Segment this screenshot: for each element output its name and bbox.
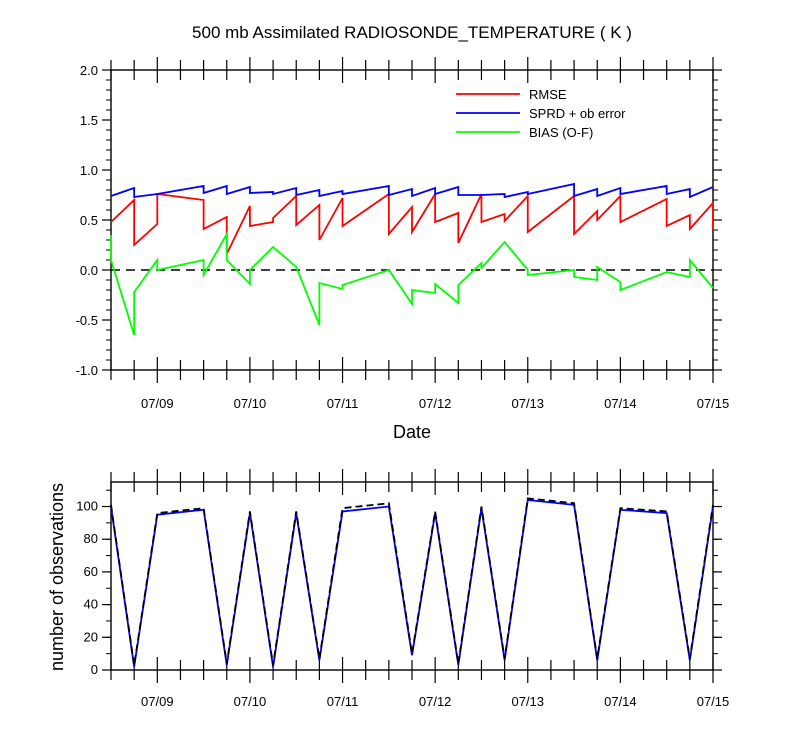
y-tick-label: 80 [84, 531, 98, 546]
y-tick-label: 1.0 [80, 163, 98, 178]
observations-y-axis-label: number of observations [47, 483, 67, 671]
y-tick-label: 0.5 [80, 213, 98, 228]
series-line-sprd-ob-error [110, 182, 714, 199]
x-tick-label: 07/15 [697, 396, 730, 411]
top-chart-panel: 07/09 07/10 07/11 07/12 07/13 07/14 07/15 -1.0 -… [76, 57, 730, 411]
x-axis-label: Date [393, 422, 431, 442]
x-tick-label: 07/13 [511, 694, 544, 709]
x-tick-label: 07/13 [511, 396, 544, 411]
y-tick-label: 60 [84, 564, 98, 579]
y-tick-label: 20 [84, 629, 98, 644]
x-tick-label: 07/11 [327, 694, 359, 709]
legend-label: RMSE [529, 87, 567, 102]
bottom-chart-panel: 07/09 07/10 07/11 07/12 07/13 07/14 07/15 0 20 40… [76, 469, 729, 709]
x-tick-label: 07/14 [604, 694, 637, 709]
series-line-rmse [110, 190, 714, 255]
y-tick-label: 40 [84, 597, 98, 612]
x-tick-label: 07/09 [141, 396, 174, 411]
legend: RMSE SPRD + ob error BIAS (O-F) [456, 87, 626, 140]
y-tick-label: -0.5 [76, 313, 98, 328]
x-tick-label: 07/11 [327, 396, 359, 411]
y-tick-label: 0 [91, 662, 98, 677]
y-tick-label: 0.0 [80, 263, 98, 278]
series-line-bias-o-f [110, 230, 714, 336]
y-tick-label: 2.0 [80, 63, 98, 78]
series-line-total-observations [110, 497, 714, 666]
y-tick-label: -1.0 [76, 363, 98, 378]
legend-label: BIAS (O-F) [529, 125, 593, 140]
x-tick-label: 07/09 [141, 694, 174, 709]
y-tick-label: 1.5 [80, 113, 98, 128]
x-tick-label: 07/10 [234, 694, 267, 709]
x-tick-label: 07/14 [604, 396, 637, 411]
series-line-assimilated-observations [110, 498, 714, 667]
y-tick-label: 100 [76, 499, 98, 514]
x-tick-label: 07/12 [419, 694, 452, 709]
legend-label: SPRD + ob error [529, 106, 626, 121]
chart-title: 500 mb Assimilated RADIOSONDE_TEMPERATUR… [192, 23, 632, 42]
x-tick-label: 07/15 [697, 694, 730, 709]
x-tick-label: 07/10 [234, 396, 267, 411]
x-tick-label: 07/12 [419, 396, 452, 411]
